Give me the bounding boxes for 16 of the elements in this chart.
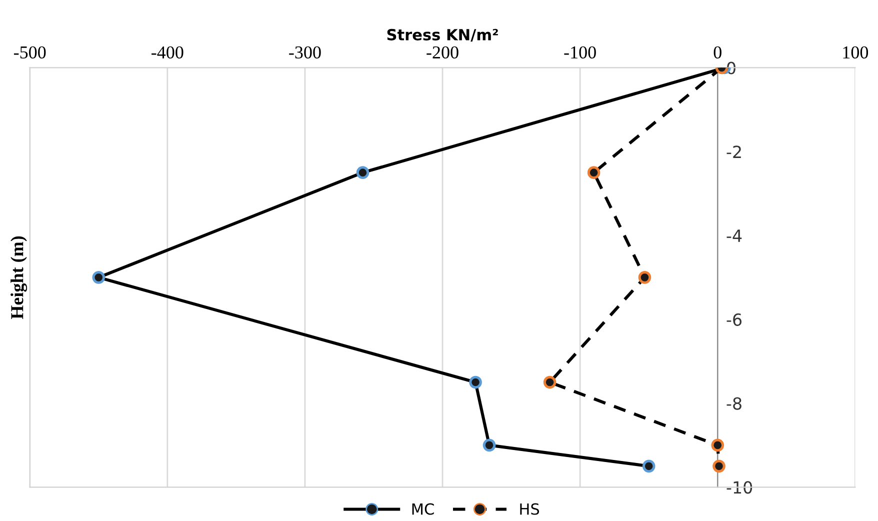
y-tick-label: -8: [726, 397, 742, 410]
x-tick-label: -200: [426, 46, 458, 59]
y-axis-title: Height (m): [10, 236, 28, 319]
y-tick-label: -10: [726, 481, 752, 494]
y-tick-label: -4: [726, 230, 742, 242]
y-tick-label: -6: [726, 313, 742, 326]
x-tick-label: -400: [152, 46, 184, 59]
x-tick-label: -100: [564, 46, 596, 59]
x-tick-label: -300: [289, 46, 321, 59]
y-tick-label: -2: [726, 146, 741, 158]
x-tick-label: -500: [14, 46, 46, 59]
legend-label: MC: [412, 503, 434, 515]
x-tick-label: 0: [714, 46, 722, 59]
legend-label: HS: [520, 503, 540, 515]
x-axis-title: Stress KN/m²: [387, 28, 498, 42]
x-tick-label: 100: [843, 46, 868, 59]
